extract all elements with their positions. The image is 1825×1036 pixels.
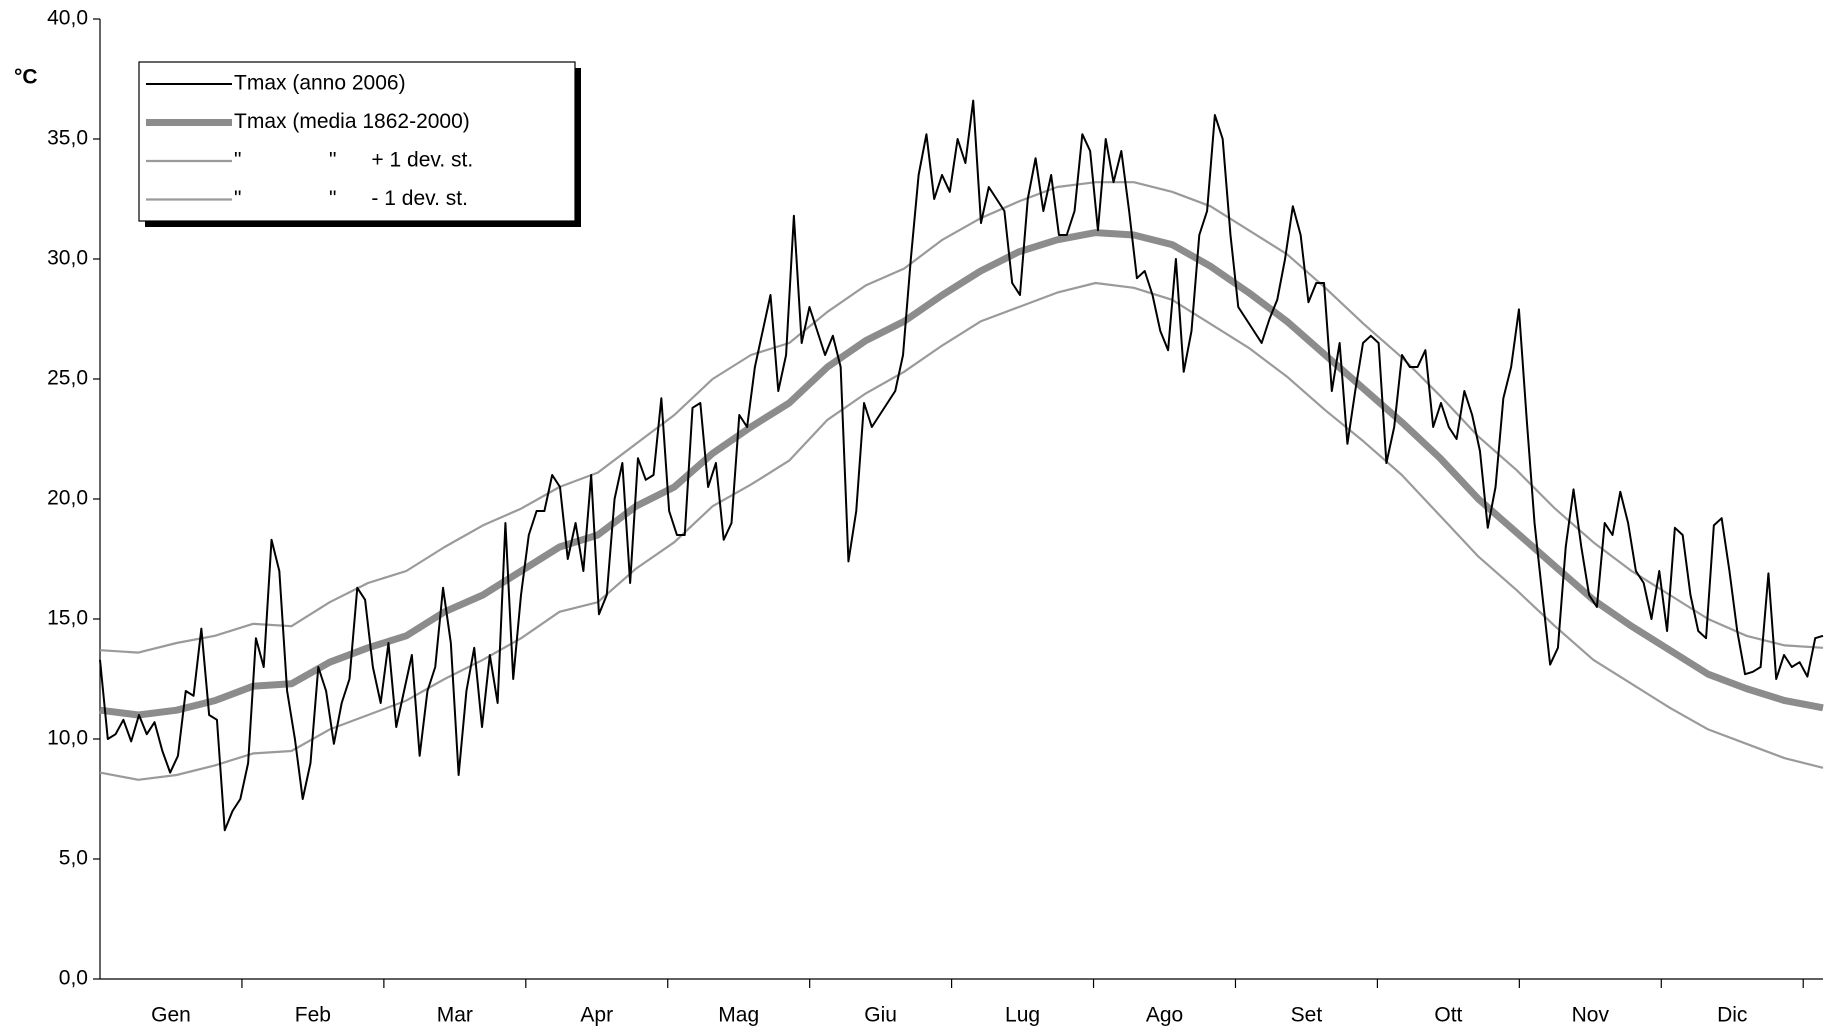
x-tick-label: Ago: [1146, 1004, 1183, 1027]
series-line: [99, 99, 1824, 832]
y-tick-label: 0,0: [59, 967, 88, 990]
x-tick-label: Mar: [437, 1004, 473, 1027]
series-line: [99, 281, 1824, 781]
x-tick-label: Dic: [1717, 1004, 1747, 1027]
y-tick-label: 15,0: [47, 607, 88, 630]
legend-label: " " + 1 dev. st.: [234, 149, 473, 172]
x-tick-label: Giu: [864, 1004, 897, 1027]
x-tick-label: Apr: [580, 1004, 613, 1027]
x-tick-label: Lug: [1005, 1004, 1040, 1027]
y-tick-label: 20,0: [47, 487, 88, 510]
x-tick-label: Ott: [1434, 1004, 1462, 1027]
x-tick-label: Set: [1291, 1004, 1323, 1027]
legend-label: Tmax (media 1862-2000): [234, 110, 470, 133]
series-line: [99, 229, 1824, 719]
legend-label: " " - 1 dev. st.: [234, 187, 468, 210]
series-line: [99, 181, 1824, 654]
x-tick-label: Feb: [295, 1004, 331, 1027]
y-tick-label: 5,0: [59, 847, 88, 870]
y-tick-label: 40,0: [47, 7, 88, 30]
x-tick-label: Gen: [151, 1004, 191, 1027]
y-tick-label: 30,0: [47, 247, 88, 270]
legend-label: Tmax (anno 2006): [234, 72, 406, 95]
y-tick-label: 25,0: [47, 367, 88, 390]
y-tick-label: 35,0: [47, 127, 88, 150]
legend: [138, 61, 576, 222]
x-tick-label: Nov: [1572, 1004, 1610, 1027]
y-tick-label: 10,0: [47, 727, 88, 750]
x-tick-label: Mag: [718, 1004, 759, 1027]
y-axis-label: °C: [14, 66, 38, 89]
